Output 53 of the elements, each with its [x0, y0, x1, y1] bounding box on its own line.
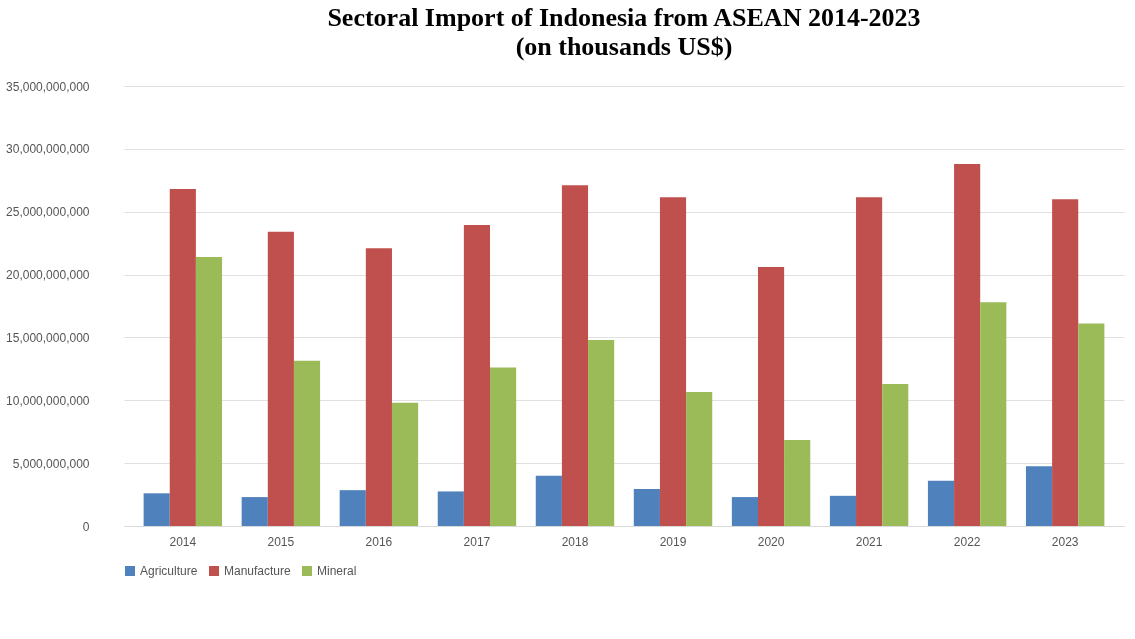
- bar: [267, 231, 294, 526]
- x-tick-label: 2015: [267, 534, 295, 549]
- bar: [1025, 466, 1053, 526]
- bar: [856, 197, 883, 526]
- bar: [293, 360, 321, 526]
- y-tick-label: 15,000,000,000: [6, 330, 90, 345]
- bar: [535, 475, 562, 526]
- bar: [686, 392, 713, 526]
- bar: [659, 197, 687, 526]
- bar: [561, 185, 589, 526]
- bar: [391, 402, 419, 526]
- legend-label: Mineral: [317, 564, 357, 578]
- bar: [954, 163, 981, 526]
- x-tick-label: 2023: [1051, 534, 1079, 549]
- chart-title: Sectoral Import of Indonesia from ASEAN 2014-2023: [327, 3, 921, 32]
- x-tick-label: 2020: [757, 534, 785, 549]
- bar: [490, 367, 517, 526]
- y-tick-label: 5,000,000,000: [12, 456, 90, 471]
- bar: [784, 439, 811, 526]
- bar: [927, 480, 955, 526]
- bar: [195, 256, 223, 526]
- y-tick-label: 20,000,000,000: [6, 268, 90, 283]
- bar: [241, 497, 268, 526]
- bar: [731, 497, 758, 526]
- y-tick-label: 25,000,000,000: [6, 205, 90, 220]
- bar: [463, 224, 491, 526]
- bar: [1078, 323, 1105, 526]
- bar: [1052, 199, 1079, 526]
- x-tick-label: 2022: [953, 534, 981, 549]
- bar: [829, 495, 857, 526]
- bar: [757, 267, 785, 526]
- bar: [339, 490, 366, 526]
- x-tick-label: 2017: [463, 534, 491, 549]
- y-tick-label: 10,000,000,000: [6, 393, 90, 408]
- x-tick-label: 2019: [659, 534, 687, 549]
- x-tick-label: 2014: [169, 534, 197, 549]
- bar: [365, 248, 392, 526]
- bar: [980, 302, 1007, 526]
- chart-subtitle: (on thousands US$): [515, 32, 733, 61]
- y-tick-label: 35,000,000,000: [6, 79, 90, 94]
- legend-label: Agriculture: [140, 564, 198, 578]
- bar: [169, 189, 196, 526]
- bar: [633, 488, 660, 526]
- bar: [143, 493, 170, 526]
- x-tick-label: 2016: [365, 534, 393, 549]
- y-tick-label: 0: [82, 519, 90, 534]
- x-tick-label: 2021: [855, 534, 883, 549]
- y-tick-label: 30,000,000,000: [6, 142, 90, 157]
- bar: [882, 383, 909, 526]
- x-tick-label: 2018: [561, 534, 589, 549]
- legend-label: Manufacture: [224, 564, 292, 578]
- bar: [437, 491, 464, 526]
- bar: [588, 339, 615, 526]
